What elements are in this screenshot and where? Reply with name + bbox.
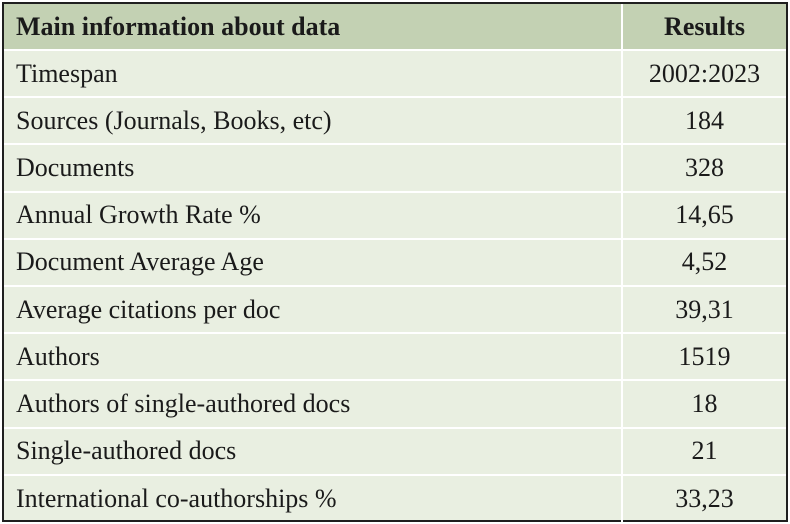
table-row: Document Average Age 4,52	[4, 238, 786, 286]
row-value-international-coauthorships: 33,23	[675, 483, 734, 513]
row-label-documents: Documents	[4, 144, 623, 192]
row-value-document-average-age: 4,52	[681, 247, 728, 277]
row-value-documents: 328	[685, 152, 724, 182]
row-label-authors: Authors	[4, 333, 623, 381]
row-label-single-authored-docs: Single-authored docs	[4, 427, 623, 475]
header-row: Main information about data Results	[4, 4, 786, 50]
data-summary-table: Main information about data Results Time…	[4, 4, 786, 522]
row-label-average-citations: Average citations per doc	[4, 285, 623, 334]
table-row: Sources (Journals, Books, etc) 184	[4, 97, 786, 145]
row-value-single-authored-docs: 21	[691, 436, 718, 466]
row-value-average-citations: 39,31	[675, 294, 734, 324]
table-row: International co-authorships % 33,23	[4, 474, 786, 522]
table-row: Average citations per doc 39,31	[4, 285, 786, 334]
table-row: Single-authored docs 21	[4, 427, 786, 475]
table-row: Documents 328	[4, 144, 786, 192]
table-body: Timespan 2002:2023 Sources (Journals, Bo…	[4, 50, 786, 522]
row-label-annual-growth-rate: Annual Growth Rate %	[4, 191, 623, 239]
row-value-authors-single-authored: 18	[691, 388, 718, 418]
row-label-international-coauthorships: International co-authorships %	[4, 474, 623, 522]
header-main-information: Main information about data	[4, 4, 623, 50]
row-value-timespan: 2002:2023	[648, 58, 761, 88]
row-value-sources: 184	[685, 105, 724, 135]
table-row: Annual Growth Rate % 14,65	[4, 191, 786, 239]
table-row: Authors 1519	[4, 333, 786, 381]
row-value-annual-growth-rate: 14,65	[675, 200, 734, 230]
row-label-sources: Sources (Journals, Books, etc)	[4, 97, 623, 145]
table-row: Authors of single-authored docs 18	[4, 380, 786, 428]
row-label-authors-single-authored: Authors of single-authored docs	[4, 380, 623, 428]
row-label-timespan: Timespan	[4, 50, 623, 98]
table-header: Main information about data Results	[4, 4, 786, 50]
row-label-document-average-age: Document Average Age	[4, 238, 623, 286]
row-value-authors: 1519	[678, 341, 731, 371]
header-results: Results	[664, 11, 745, 41]
table-row: Timespan 2002:2023	[4, 50, 786, 98]
